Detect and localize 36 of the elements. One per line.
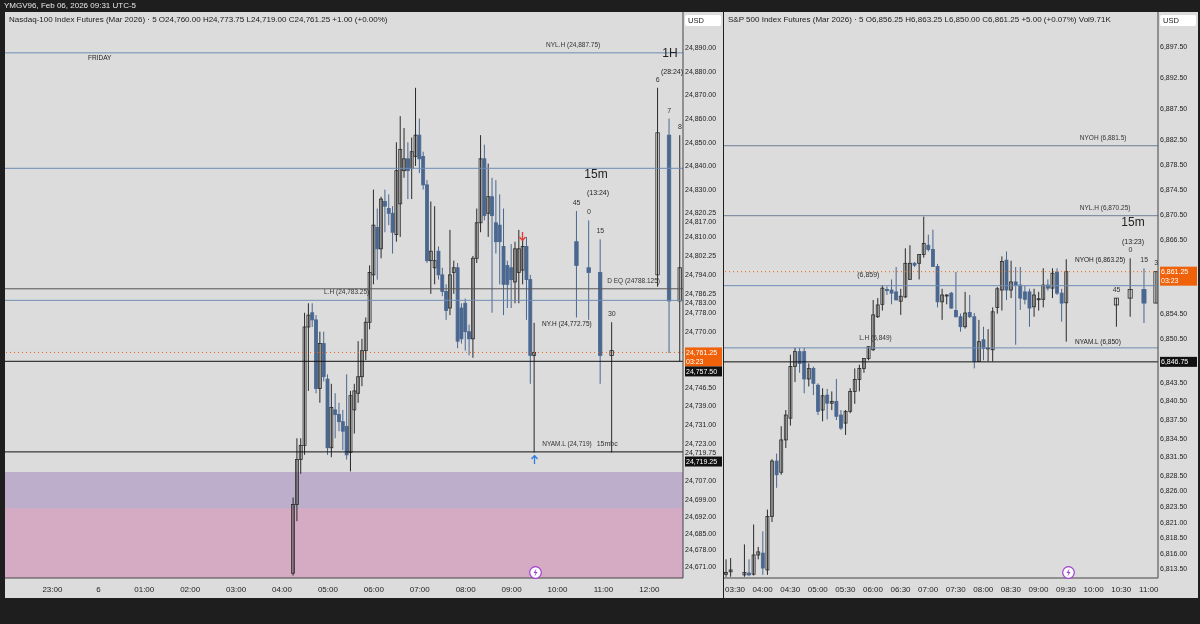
x-tick-label: 11:00 <box>1139 584 1160 594</box>
x-tick-label: 03:00 <box>226 584 247 594</box>
x-tick-label: 10:00 <box>547 584 569 594</box>
x-tick-label: 6 <box>96 584 102 594</box>
x-tick-label: 12:00 <box>639 584 660 594</box>
x-tick-label: 09:00 <box>1028 584 1050 594</box>
annotation: 15m <box>1121 215 1145 229</box>
x-tick-label: 08:00 <box>455 584 477 594</box>
x-tick-label: 07:30 <box>945 584 967 594</box>
x-tick-label: 06:00 <box>363 584 385 594</box>
x-tick-label: 04:00 <box>272 584 293 594</box>
x-tick-label: 05:00 <box>317 584 339 594</box>
x-tick-label: 23:00 <box>42 584 63 594</box>
x-tick-label: 09:00 <box>501 584 523 594</box>
x-tick-label: 05:00 <box>807 584 829 594</box>
x-tick-label: 01:00 <box>134 584 155 594</box>
x-tick-label: 10:30 <box>1111 584 1132 594</box>
x-tick-label: 07:00 <box>409 584 431 594</box>
x-tick-label: 08:00 <box>973 584 994 594</box>
chart-subtitle: YMGV96, Feb 06, 2026 09:31 UTC-5 <box>4 1 137 10</box>
x-tick-label: 08:30 <box>1000 584 1022 594</box>
x-tick-label: 11:00 <box>593 584 614 594</box>
x-tick-label: 04:00 <box>752 584 774 594</box>
annotation: 1H <box>662 46 678 60</box>
chart-title: Nasdaq-100 Index Futures (Mar 2026) · 5 O24,760.00 H24,773.75 L24,719.00 C24,761.25 +1.00 (+0.00%) <box>9 15 388 24</box>
x-tick-label: 09:30 <box>1056 584 1077 594</box>
x-tick-label: 04:30 <box>780 584 801 594</box>
x-tick-label: 02:00 <box>180 584 201 594</box>
chart-title: S&P 500 Index Futures (Mar 2026) · 5 O6,856.25 H6,863.25 L6,850.00 C6,861.25 +5.00 (+0.07%) Vol9.71K <box>728 15 1111 24</box>
x-tick-label: 06:30 <box>890 584 912 594</box>
x-tick-label: 05:30 <box>835 584 856 594</box>
x-tick-label: 03:30 <box>725 584 746 594</box>
x-tick-label: 07:00 <box>918 584 939 594</box>
x-tick-label: 10:00 <box>1083 584 1105 594</box>
annotation: 15m <box>584 167 608 181</box>
x-tick-label: 06:00 <box>862 584 884 594</box>
